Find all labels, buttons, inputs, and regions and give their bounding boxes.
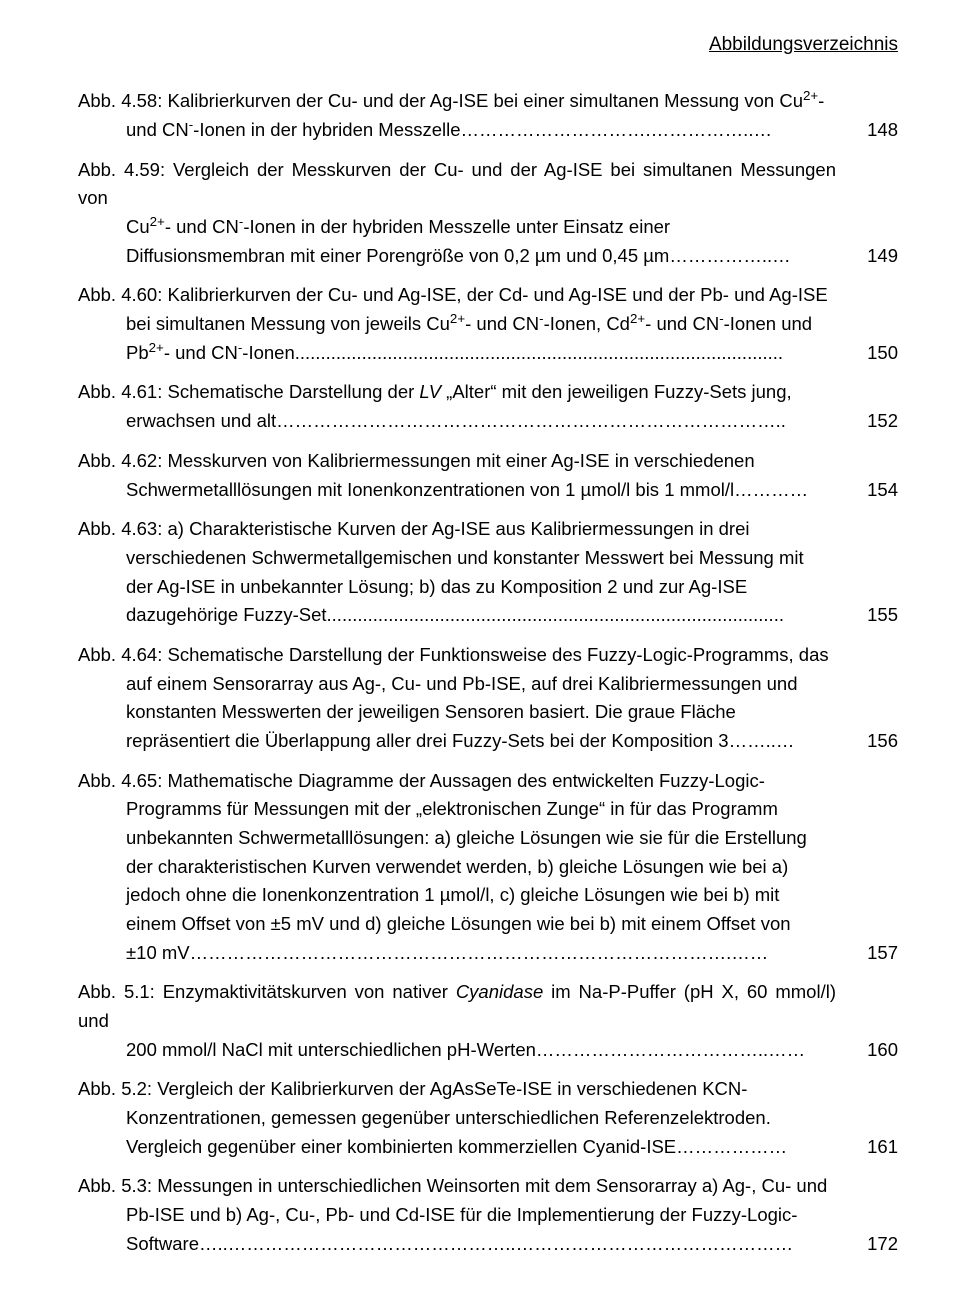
entry-first-line: Abb. 4.60: Kalibrierkurven der Cu- und A… [78, 281, 836, 310]
entry-cont-line: bei simultanen Messung von jeweils Cu2+-… [78, 310, 836, 339]
page-number: 161 [850, 1133, 898, 1162]
entry-text: Abb. 5.3: Messungen in unterschiedlichen… [78, 1172, 850, 1258]
entry-cont-line: der Ag-ISE in unbekannter Lösung; b) das… [78, 573, 836, 602]
figure-entry: Abb. 4.58: Kalibrierkurven der Cu- und d… [78, 87, 898, 144]
entry-text: Abb. 4.62: Messkurven von Kalibriermessu… [78, 447, 850, 504]
entry-cont-line: Software…..………………………………………..………………………………… [78, 1230, 836, 1259]
entry-cont-line: dazugehörige Fuzzy-Set..................… [78, 601, 836, 630]
entry-cont-line: der charakteristischen Kurven verwendet … [78, 853, 836, 882]
figure-entry: Abb. 4.65: Mathematische Diagramme der A… [78, 767, 898, 968]
entry-first-line: Abb. 4.58: Kalibrierkurven der Cu- und d… [78, 87, 836, 116]
entry-first-line: Abb. 4.63: a) Charakteristische Kurven d… [78, 515, 836, 544]
entry-text: Abb. 4.65: Mathematische Diagramme der A… [78, 767, 850, 968]
page-number: 154 [850, 476, 898, 505]
entry-text: Abb. 5.2: Vergleich der Kalibrierkurven … [78, 1075, 850, 1161]
figure-entry: Abb. 4.63: a) Charakteristische Kurven d… [78, 515, 898, 630]
figure-entry: Abb. 4.62: Messkurven von Kalibriermessu… [78, 447, 898, 504]
entry-cont-line: Konzentrationen, gemessen gegenüber unte… [78, 1104, 836, 1133]
entry-cont-line: verschiedenen Schwermetallgemischen und … [78, 544, 836, 573]
entry-text: Abb. 4.61: Schematische Darstellung der … [78, 378, 850, 435]
entry-cont-line: Cu2+- und CN--Ionen in der hybriden Mess… [78, 213, 836, 242]
entry-cont-line: Vergleich gegenüber einer kombinierten k… [78, 1133, 836, 1162]
entry-cont-line: Schwermetalllösungen mit Ionenkonzentrat… [78, 476, 836, 505]
page-number: 160 [850, 1036, 898, 1065]
page-number: 152 [850, 407, 898, 436]
figure-entry: Abb. 5.3: Messungen in unterschiedlichen… [78, 1172, 898, 1258]
figure-entry: Abb. 5.2: Vergleich der Kalibrierkurven … [78, 1075, 898, 1161]
entry-cont-line: konstanten Messwerten der jeweiligen Sen… [78, 698, 836, 727]
entry-text: Abb. 4.64: Schematische Darstellung der … [78, 641, 850, 756]
entry-cont-line: Pb-ISE und b) Ag-, Cu-, Pb- und Cd-ISE f… [78, 1201, 836, 1230]
page-number: 157 [850, 939, 898, 968]
entry-cont-line: repräsentiert die Überlappung aller drei… [78, 727, 836, 756]
entry-first-line: Abb. 5.2: Vergleich der Kalibrierkurven … [78, 1075, 836, 1104]
entries-list: Abb. 4.58: Kalibrierkurven der Cu- und d… [78, 87, 898, 1258]
figure-entry: Abb. 4.60: Kalibrierkurven der Cu- und A… [78, 281, 898, 367]
entry-first-line: Abb. 5.3: Messungen in unterschiedlichen… [78, 1172, 836, 1201]
page-number: 150 [850, 339, 898, 368]
entry-cont-line: Diffusionsmembran mit einer Porengröße v… [78, 242, 836, 271]
entry-first-line: Abb. 4.64: Schematische Darstellung der … [78, 641, 836, 670]
entry-text: Abb. 4.63: a) Charakteristische Kurven d… [78, 515, 850, 630]
entry-first-line: Abb. 5.1: Enzymaktivitätskurven von nati… [78, 978, 836, 1035]
figure-entry: Abb. 4.59: Vergleich der Messkurven der … [78, 156, 898, 271]
figure-entry: Abb. 4.61: Schematische Darstellung der … [78, 378, 898, 435]
entry-cont-line: einem Offset von ±5 mV und d) gleiche Lö… [78, 910, 836, 939]
entry-first-line: Abb. 4.65: Mathematische Diagramme der A… [78, 767, 836, 796]
entry-first-line: Abb. 4.59: Vergleich der Messkurven der … [78, 156, 836, 213]
entry-cont-line: unbekannten Schwermetalllösungen: a) gle… [78, 824, 836, 853]
entry-first-line: Abb. 4.61: Schematische Darstellung der … [78, 378, 836, 407]
entry-text: Abb. 4.59: Vergleich der Messkurven der … [78, 156, 850, 271]
entry-cont-line: Programms für Messungen mit der „elektro… [78, 795, 836, 824]
page: Abbildungsverzeichnis Abb. 4.58: Kalibri… [0, 0, 960, 1299]
entry-cont-line: Pb2+- und CN--Ionen.....................… [78, 339, 836, 368]
page-number: 156 [850, 727, 898, 756]
page-number: 172 [850, 1230, 898, 1259]
section-header: Abbildungsverzeichnis [78, 30, 898, 59]
page-number: 148 [850, 116, 898, 145]
entry-text: Abb. 4.60: Kalibrierkurven der Cu- und A… [78, 281, 850, 367]
entry-cont-line: auf einem Sensorarray aus Ag-, Cu- und P… [78, 670, 836, 699]
page-number: 155 [850, 601, 898, 630]
entry-cont-line: erwachsen und alt……………………………………………………………… [78, 407, 836, 436]
page-number: 149 [850, 242, 898, 271]
entry-text: Abb. 4.58: Kalibrierkurven der Cu- und d… [78, 87, 850, 144]
entry-cont-line: jedoch ohne die Ionenkonzentration 1 µmo… [78, 881, 836, 910]
figure-entry: Abb. 4.64: Schematische Darstellung der … [78, 641, 898, 756]
entry-first-line: Abb. 4.62: Messkurven von Kalibriermessu… [78, 447, 836, 476]
entry-cont-line: und CN--Ionen in der hybriden Messzelle…… [78, 116, 836, 145]
entry-cont-line: 200 mmol/l NaCl mit unterschiedlichen pH… [78, 1036, 836, 1065]
entry-cont-line: ±10 mV…………………………………………………………………………….…… [78, 939, 836, 968]
figure-entry: Abb. 5.1: Enzymaktivitätskurven von nati… [78, 978, 898, 1064]
entry-text: Abb. 5.1: Enzymaktivitätskurven von nati… [78, 978, 850, 1064]
